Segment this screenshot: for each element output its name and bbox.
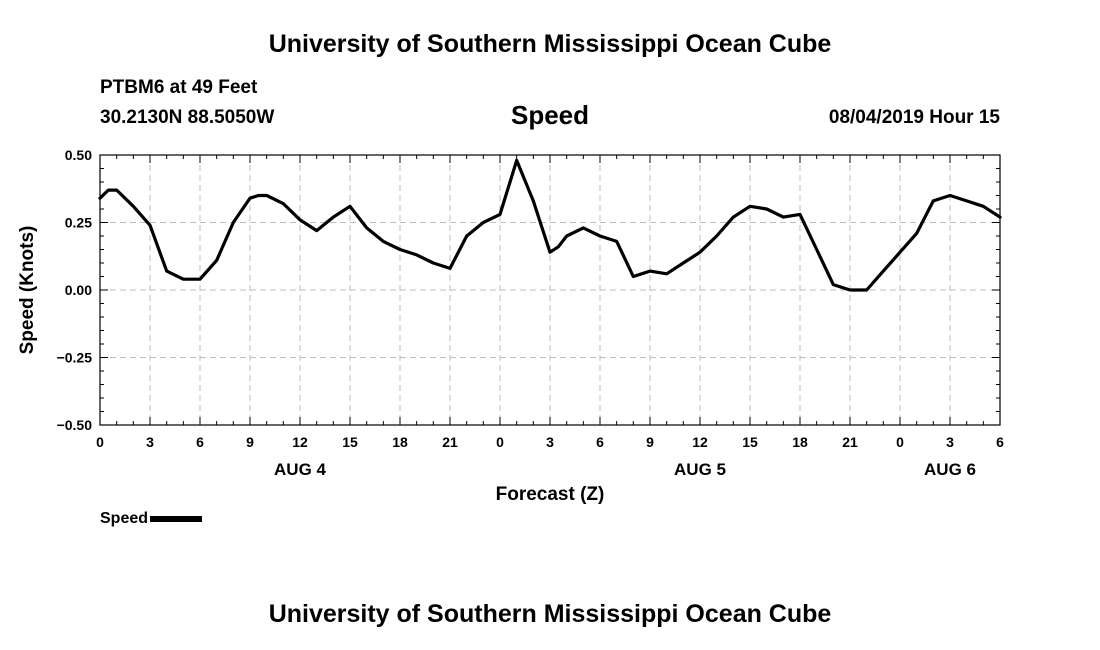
y-tick-label: −0.50	[57, 417, 93, 433]
x-tick-label: 0	[896, 434, 904, 450]
x-tick-label: 12	[292, 434, 308, 450]
axis-ticks	[99, 154, 1001, 426]
x-tick-label: 0	[496, 434, 504, 450]
series-layer	[98, 158, 1002, 292]
footer-title: University of Southern Mississippi Ocean…	[268, 600, 832, 628]
legend: Speed	[100, 510, 203, 528]
axis-labels: 0 3 6 9 12 15 18 21 0 3 6 9 12 15 18 21 0 3 6 0.50 0.25 0.00 −…	[17, 147, 1004, 505]
forecast-datetime: 08/04/2019 Hour 15	[828, 107, 1000, 128]
date-label: AUG 6	[924, 460, 976, 479]
page-title: University of Southern Mississippi Ocean…	[268, 30, 832, 58]
speed-series-line	[98, 158, 1002, 292]
grid-lines	[100, 155, 1000, 425]
x-tick-label: 0	[96, 434, 104, 450]
x-tick-label: 15	[342, 434, 358, 450]
date-label: AUG 4	[274, 460, 327, 479]
x-tick-label: 3	[146, 434, 154, 450]
x-tick-label: 6	[596, 434, 604, 450]
date-label: AUG 5	[674, 460, 726, 479]
x-tick-label: 9	[246, 434, 254, 450]
x-tick-label: 18	[392, 434, 408, 450]
x-tick-label: 9	[646, 434, 654, 450]
coordinates-label: 30.2130N 88.5050W	[100, 107, 275, 128]
station-label: PTBM6 at 49 Feet	[100, 77, 258, 98]
x-tick-label: 6	[196, 434, 204, 450]
x-tick-label: 12	[692, 434, 708, 450]
x-tick-label: 6	[996, 434, 1004, 450]
x-axis-title: Forecast (Z)	[496, 484, 605, 505]
x-tick-label: 21	[442, 434, 458, 450]
x-tick-label: 3	[946, 434, 954, 450]
x-tick-label: 15	[742, 434, 758, 450]
y-tick-label: 0.00	[65, 282, 92, 298]
x-tick-label: 21	[842, 434, 858, 450]
x-tick-label: 18	[792, 434, 808, 450]
y-tick-label: 0.50	[65, 147, 92, 163]
y-axis-title: Speed (Knots)	[17, 226, 38, 355]
y-tick-label: 0.25	[65, 215, 92, 231]
y-tick-label: −0.25	[57, 350, 93, 366]
chart-title: Speed	[510, 100, 590, 130]
legend-swatch	[150, 515, 203, 522]
legend-label: Speed	[100, 510, 149, 527]
x-tick-label: 3	[546, 434, 554, 450]
